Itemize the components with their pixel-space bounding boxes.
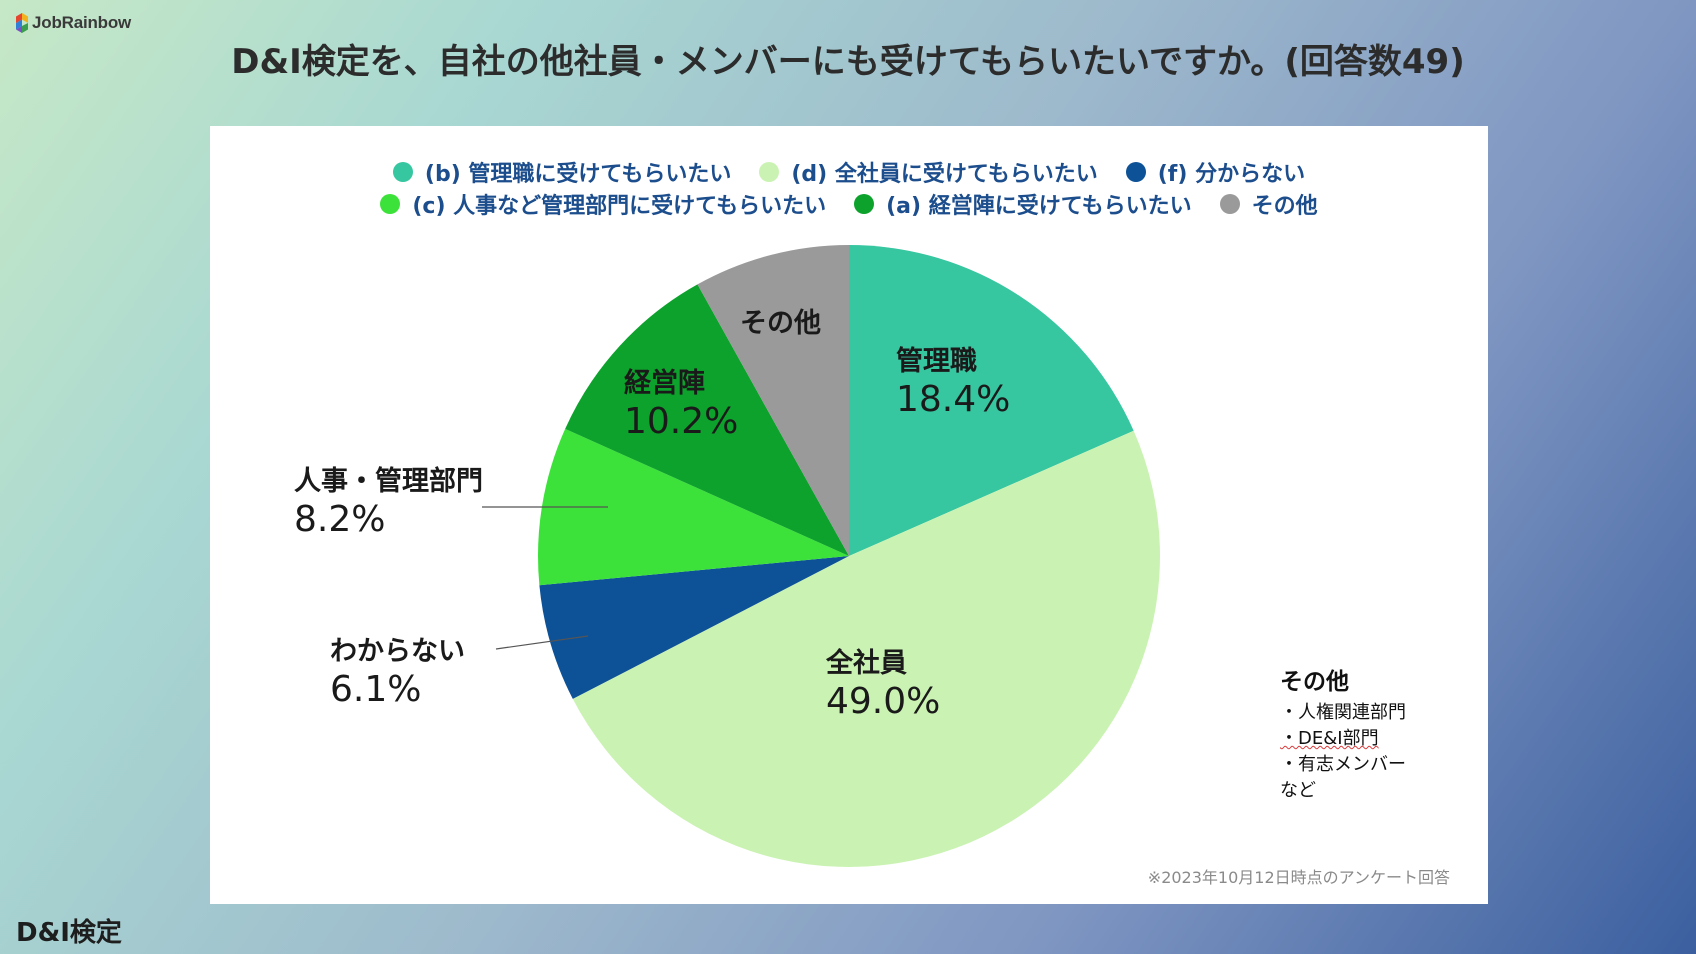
- pie-slice-人事・管理部門: [538, 428, 849, 586]
- legend-label: (d) 全社員に受けてもらいたい: [791, 162, 1098, 187]
- chart-card: (b) 管理職に受けてもらいたい (d) 全社員に受けてもらいたい (f) 分か…: [210, 126, 1488, 904]
- pie-slice-経営陣: [565, 284, 849, 556]
- slice-percent: 8.2%: [294, 499, 386, 540]
- note-item: ・人権関連部門: [1280, 702, 1406, 723]
- legend-item-zenshain: (d) 全社員に受けてもらいたい: [759, 156, 1098, 188]
- legend-item-wakaranai: (f) 分からない: [1125, 156, 1306, 188]
- legend-marker: [1219, 194, 1240, 214]
- legend-marker: [380, 194, 401, 214]
- slice-name: わからない: [330, 636, 465, 667]
- pie-chart: [482, 245, 1160, 867]
- legend-label: (f) 分からない: [1157, 162, 1306, 187]
- legend-label: (b) 管理職に受けてもらいたい: [424, 162, 732, 187]
- note-title: その他: [1280, 669, 1349, 695]
- pie-slice-全社員: [572, 430, 1160, 867]
- legend-item-sonota: その他: [1219, 188, 1318, 220]
- note-item-text: ・DE&I部門: [1280, 728, 1379, 749]
- legend-item-jinji: (c) 人事など管理部門に受けてもらいたい: [380, 188, 826, 220]
- page-title: D&I検定を、自社の他社員・メンバーにも受けてもらいたいですか。(回答数49): [231, 42, 1465, 82]
- brand-name: JobRainbow: [32, 13, 132, 32]
- legend-marker: [392, 162, 413, 182]
- legend-row-1: (b) 管理職に受けてもらいたい (d) 全社員に受けてもらいたい (f) 分か…: [210, 156, 1488, 188]
- data-label-keiei: 経営陣 10.2%: [624, 366, 738, 442]
- jobrainbow-logo: JobRainbow: [16, 13, 131, 33]
- leader-line-wakaranai: [495, 635, 589, 650]
- legend-label: その他: [1251, 194, 1318, 219]
- legend-row-2: (c) 人事など管理部門に受けてもらいたい (a) 経営陣に受けてもらいたい そ…: [210, 188, 1488, 220]
- slice-name: 経営陣: [624, 368, 705, 399]
- chart-legend: (b) 管理職に受けてもらいたい (d) 全社員に受けてもらいたい (f) 分か…: [210, 156, 1488, 220]
- legend-label: (a) 経営陣に受けてもらいたい: [886, 194, 1192, 219]
- data-label-kanrishoku: 管理職 18.4%: [896, 344, 1010, 420]
- pie-slice-管理職: [849, 245, 1134, 556]
- slice-percent: 6.1%: [330, 669, 422, 710]
- slice-name: その他: [740, 308, 821, 339]
- slice-percent: 18.4%: [896, 379, 1011, 420]
- slice-percent: 10.2%: [624, 401, 739, 442]
- slice-name: 全社員: [826, 648, 907, 679]
- legend-label: (c) 人事など管理部門に受けてもらいたい: [412, 194, 827, 219]
- slice-percent: 49.0%: [826, 681, 941, 722]
- legend-marker: [1125, 162, 1146, 182]
- slice-name: 人事・管理部門: [294, 466, 483, 497]
- survey-footnote: ※2023年10月12日時点のアンケート回答: [1147, 868, 1450, 887]
- data-label-sonota: その他: [740, 306, 821, 342]
- legend-marker: [759, 162, 780, 182]
- data-label-zenshain: 全社員 49.0%: [826, 646, 940, 722]
- legend-item-kanrishoku: (b) 管理職に受けてもらいたい: [392, 156, 732, 188]
- slice-name: 管理職: [896, 346, 977, 377]
- note-item: ・有志メンバー: [1280, 754, 1406, 775]
- legend-marker: [854, 194, 875, 214]
- other-note: その他 ・人権関連部門 ・DE&I部門 ・有志メンバー など: [1280, 662, 1406, 804]
- note-item: ・DE&I部門: [1280, 726, 1406, 752]
- data-label-wakaranai: わからない 6.1%: [330, 634, 465, 710]
- di-kentei-logo: D&I検定: [16, 918, 122, 948]
- rainbow-logo-icon: [16, 13, 28, 33]
- data-label-jinji: 人事・管理部門 8.2%: [294, 464, 483, 540]
- note-item: など: [1280, 780, 1316, 801]
- pie-slice-その他: [697, 245, 849, 556]
- pie-slice-わからない: [539, 556, 849, 699]
- legend-item-keiei: (a) 経営陣に受けてもらいたい: [854, 188, 1192, 220]
